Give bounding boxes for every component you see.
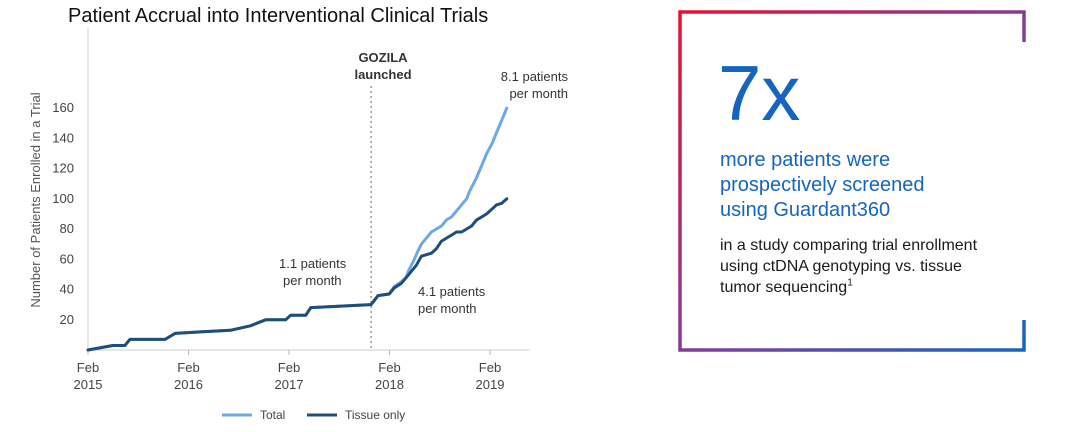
x-tick-label-year: 2018 — [375, 377, 404, 392]
callout-body-line-last: tumor sequencing1 — [720, 277, 1030, 298]
x-tick-label-year: 2015 — [74, 377, 103, 392]
y-tick-label: 60 — [60, 251, 74, 266]
callout-multiplier: 7x — [718, 49, 801, 137]
x-tick-label-month: Feb — [278, 360, 300, 375]
x-tick-label-year: 2017 — [275, 377, 304, 392]
legend-label-total: Total — [260, 408, 285, 422]
y-ticks: 20 40 60 80 100 120 140 160 — [52, 100, 74, 327]
annot-8-1-line1: 8.1 patients — [501, 69, 569, 84]
annot-4-1-line2: per month — [418, 301, 477, 316]
annot-4-1-line1: 4.1 patients — [418, 284, 486, 299]
callout-body-line: using ctDNA genotyping vs. tissue — [720, 258, 962, 275]
y-tick-label: 80 — [60, 221, 74, 236]
x-tick-label-year: 2019 — [476, 377, 505, 392]
x-tick-label-month: Feb — [479, 360, 501, 375]
y-axis-label: Number of Patients Enrolled in a Trial — [28, 92, 43, 307]
callout-body-line-text: tumor sequencing — [720, 279, 848, 296]
x-tick-label-month: Feb — [177, 360, 199, 375]
x-tick-label-month: Feb — [77, 360, 99, 375]
y-tick-label: 140 — [52, 130, 74, 145]
callout-headline: more patients were prospectively screene… — [720, 148, 1020, 223]
callout-headline-line: more patients were — [720, 149, 891, 171]
callout-body: in a study comparing trial enrollment us… — [720, 235, 1030, 298]
legend-label-tissue: Tissue only — [345, 408, 405, 422]
gozila-label-line1: GOZILA — [358, 50, 408, 65]
series-line-tissue-only — [86, 197, 509, 352]
annot-1-1-line1: 1.1 patients — [279, 256, 347, 271]
annot-8-1-line2: per month — [509, 86, 568, 101]
callout-frame — [678, 10, 1026, 352]
callout-headline-line: using Guardant360 — [720, 199, 891, 221]
y-tick-label: 160 — [52, 100, 74, 115]
y-tick-label: 40 — [60, 282, 74, 297]
callout-body-line: in a study comparing trial enrollment — [720, 237, 978, 254]
y-tick-label: 20 — [60, 312, 74, 327]
annot-1-1-line2: per month — [283, 273, 342, 288]
footnote-marker: 1 — [847, 277, 853, 289]
callout-headline-line: prospectively screened — [720, 174, 925, 196]
chart-title: Patient Accrual into Interventional Clin… — [68, 5, 488, 27]
series-group — [86, 106, 509, 352]
x-tick-label-year: 2016 — [174, 377, 203, 392]
y-tick-label: 100 — [52, 191, 74, 206]
y-tick-label: 120 — [52, 161, 74, 176]
gozila-label-line2: launched — [354, 67, 411, 82]
x-ticks: Feb 2015 Feb 2016 Feb 2017 Feb 2018 Feb 2019 — [74, 350, 505, 392]
x-tick-label-month: Feb — [378, 360, 400, 375]
